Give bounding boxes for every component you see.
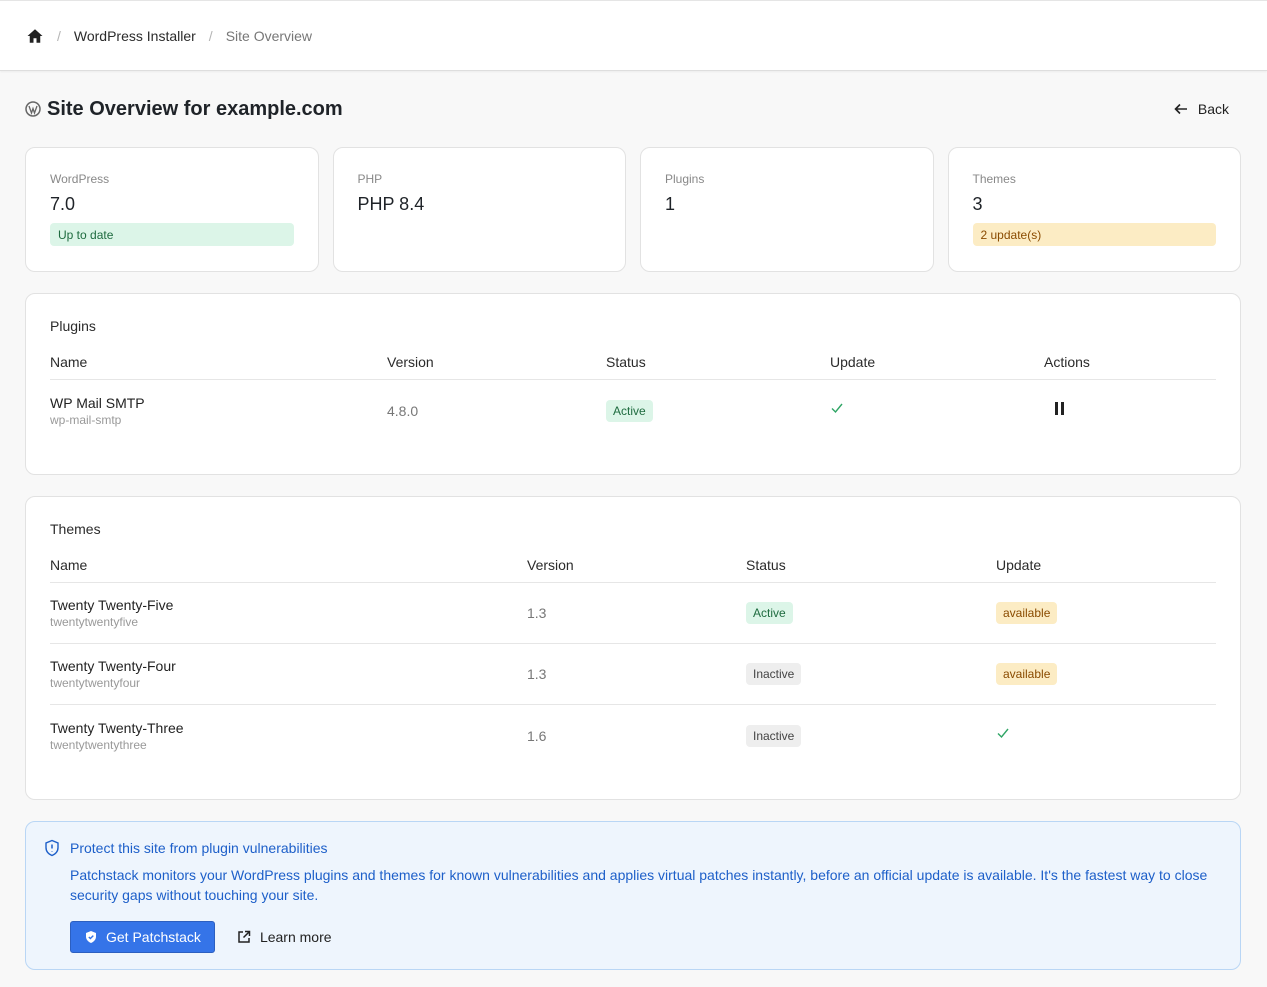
card-value: PHP 8.4 (357, 194, 425, 214)
breadcrumb-link[interactable]: WordPress Installer (73, 27, 196, 44)
notice-body: Patchstack monitors your WordPress plugi… (70, 867, 1208, 903)
pause-icon (1055, 401, 1064, 415)
check-icon (831, 403, 843, 414)
actions-cell (1044, 401, 1216, 421)
summary-cards: WordPress 7.0 Up to date PHP PHP 8.4 Plugins 1… (0, 147, 1267, 272)
table-header: Name Version Status Update Actions (50, 336, 1216, 380)
notice-actions: Get Patchstack Learn more (70, 921, 1240, 953)
page-heading: Site Overview for example.com (25, 98, 343, 121)
status-badge: Active (746, 602, 793, 624)
card-badge: Up to date (50, 223, 294, 246)
update-cell (996, 726, 1216, 745)
status-cell: Active (606, 399, 830, 422)
external-icon (238, 930, 251, 943)
learn-more-link[interactable]: Learn more (237, 929, 332, 945)
shield-check-icon (86, 931, 96, 943)
name-cell: Twenty Twenty-Five twentytwentyfive (50, 597, 527, 629)
back-icon (1174, 103, 1187, 115)
notice-title: Protect this site from plugin vulnerabil… (70, 840, 328, 856)
column-header: Status (746, 556, 786, 573)
status-badge: Active (606, 399, 653, 422)
panel-title: Plugins (50, 318, 96, 334)
check-icon (997, 728, 1009, 739)
table-row: Twenty Twenty-Three twentytwentythree 1.6 I… (50, 705, 1216, 766)
column-header: Update (830, 353, 876, 370)
panel-title: Themes (50, 521, 101, 537)
item-name: WP Mail SMTP (50, 394, 145, 411)
pause-button[interactable] (1054, 401, 1065, 420)
summary-card: WordPress 7.0 Up to date (25, 147, 319, 272)
plugins-table: Name Version Status Update Actions WP Mail SM… (50, 336, 1216, 441)
card-label: WordPress (50, 172, 110, 186)
update-cell: available (996, 663, 1216, 685)
name-cell: Twenty Twenty-Three twentytwentythree (50, 720, 527, 752)
primary-button[interactable]: Get Patchstack (70, 921, 215, 953)
update-badge: available (996, 602, 1058, 624)
version: 1.3 (527, 666, 547, 682)
table-row: Twenty Twenty-Four twentytwentyfour 1.3 Ina… (50, 644, 1216, 705)
item-name: Twenty Twenty-Four (50, 658, 176, 674)
card-label: Plugins (665, 172, 705, 186)
summary-card: Plugins 1 (640, 147, 934, 272)
column-header: Name (50, 556, 88, 573)
item-name: Twenty Twenty-Three (50, 719, 184, 736)
column-header: Update (996, 556, 1042, 573)
page-header: Site Overview for example.com Back (0, 71, 1267, 147)
breadcrumb-bar: / WordPress Installer / Site Overview (0, 0, 1267, 71)
column-header: Name (50, 353, 88, 370)
column-header: Version (527, 556, 574, 573)
notice-header: Protect this site from plugin vulnerabil… (43, 839, 1240, 857)
summary-card: PHP PHP 8.4 (332, 147, 626, 272)
item-name: Twenty Twenty-Five (50, 597, 174, 613)
version: 1.6 (527, 727, 547, 744)
themes-table: Name Version Status Update Twenty Twenty-Fiv… (50, 539, 1216, 766)
security-notice: Protect this site from plugin vulnerabil… (25, 821, 1241, 970)
back-label: Back (1197, 101, 1229, 117)
table-row: Twenty Twenty-Five twentytwentyfive 1.3 Act… (50, 583, 1216, 644)
separator: / (57, 27, 61, 44)
status-cell: Inactive (746, 663, 996, 685)
themes-panel: Themes Name Version Status Update Twenty Twe… (25, 496, 1241, 800)
status-badge: Inactive (746, 663, 802, 685)
back-button[interactable]: Back (1174, 101, 1229, 117)
card-value: 3 (972, 194, 983, 214)
status-cell: Active (746, 602, 996, 624)
column-header: Status (606, 353, 646, 370)
button-label: Get Patchstack (106, 929, 201, 945)
status-badge: Inactive (746, 724, 802, 747)
card-label: Themes (972, 172, 1016, 186)
summary-card: Themes 3 2 update(s) (947, 147, 1241, 272)
card-value: 7.0 (50, 194, 76, 214)
wordpress-icon (25, 101, 41, 117)
update-badge: available (996, 663, 1058, 685)
version: 1.3 (527, 605, 547, 621)
column-header: Actions (1044, 353, 1090, 370)
table-header: Name Version Status Update (50, 539, 1216, 583)
page-title: Site Overview for example.com (47, 97, 343, 120)
table-row: WP Mail SMTP wp-mail-smtp 4.8.0 Active (50, 380, 1216, 441)
card-badge: 2 update(s) (972, 223, 1216, 246)
breadcrumb-current: Site Overview (225, 27, 313, 44)
card-value: 1 (665, 194, 676, 214)
item-slug: twentytwentythree (50, 737, 147, 752)
shield-icon (45, 839, 59, 857)
separator: / (208, 27, 213, 44)
item-slug: twentytwentyfive (50, 615, 139, 629)
name-cell: Twenty Twenty-Four twentytwentyfour (50, 658, 527, 690)
update-cell: available (996, 602, 1216, 624)
link-label: Learn more (259, 929, 332, 945)
plugins-panel: Plugins Name Version Status Update Actions WP… (25, 293, 1241, 475)
home-icon[interactable] (26, 27, 44, 45)
column-header: Version (387, 353, 434, 370)
card-label: PHP (357, 172, 383, 186)
update-cell (830, 401, 1044, 420)
item-slug: twentytwentyfour (50, 676, 141, 690)
item-slug: wp-mail-smtp (50, 412, 122, 427)
name-cell: WP Mail SMTP wp-mail-smtp (50, 395, 387, 427)
status-cell: Inactive (746, 724, 996, 747)
version: 4.8.0 (387, 402, 419, 419)
